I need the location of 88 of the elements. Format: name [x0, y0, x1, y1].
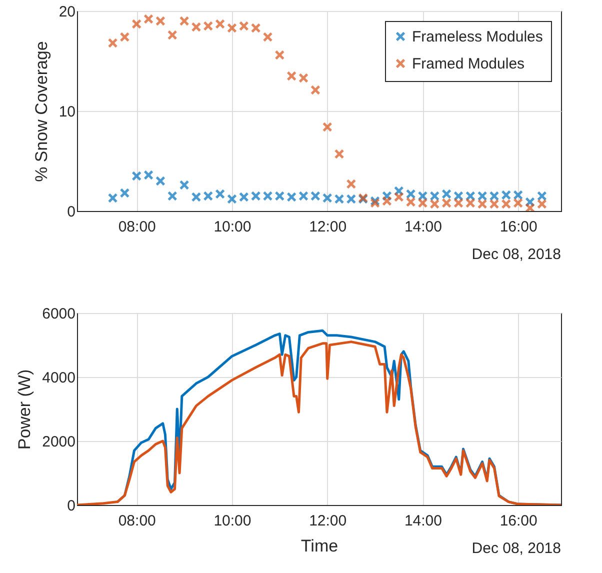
y-tick-label: 4000 [42, 370, 76, 386]
text: Dec 08, 2018 [472, 246, 561, 263]
point [442, 198, 452, 208]
x-tick-label: 10:00 [214, 512, 252, 530]
point [298, 191, 308, 201]
y-tick-label: 2000 [42, 434, 76, 450]
point [394, 192, 404, 202]
x-tick-label: 16:00 [500, 512, 538, 530]
point [346, 179, 356, 189]
point [132, 19, 142, 29]
point [144, 170, 154, 180]
point [513, 198, 524, 208]
x-axis-title: Time [300, 536, 338, 556]
y-tick-label: 0 [67, 498, 76, 514]
x-tick-label: 08:00 [118, 512, 156, 530]
point [108, 38, 118, 48]
point [215, 189, 226, 199]
point [382, 196, 392, 206]
point [536, 191, 547, 201]
legend-label: Frameless Modules [412, 28, 543, 46]
point [132, 171, 142, 181]
y-tick-label: 6000 [42, 306, 76, 322]
x-tick-label: 12:00 [309, 512, 347, 530]
point [238, 21, 249, 31]
point [191, 22, 202, 32]
point [167, 191, 178, 201]
point [298, 73, 308, 83]
point [155, 16, 166, 26]
point [334, 149, 344, 159]
y-tick-label: 0 [67, 204, 76, 220]
x-tick-label: 16:00 [500, 218, 538, 236]
point [120, 188, 130, 198]
x-tick-label: 08:00 [118, 218, 156, 236]
point [108, 193, 118, 203]
point [286, 71, 297, 81]
point [501, 199, 512, 209]
point [203, 191, 214, 201]
point [191, 192, 202, 202]
point [310, 191, 320, 201]
point [227, 194, 237, 204]
point [406, 197, 416, 207]
point [250, 23, 261, 33]
point [346, 194, 356, 204]
point [274, 50, 285, 60]
x-tick-label: 14:00 [404, 512, 442, 530]
point [525, 203, 535, 211]
x-tick-label: 10:00 [214, 218, 252, 236]
point [322, 193, 332, 203]
point [262, 32, 273, 42]
point [442, 189, 452, 199]
text: Dec 08, 2018 [472, 540, 561, 557]
point [430, 191, 440, 201]
point [465, 198, 476, 208]
x-tick-label: 14:00 [404, 218, 442, 236]
point [430, 199, 440, 209]
point [513, 190, 524, 200]
point [238, 192, 249, 202]
point [179, 16, 190, 26]
point [489, 199, 500, 209]
point [227, 23, 237, 33]
point [262, 191, 273, 201]
point [322, 122, 332, 132]
point [155, 176, 166, 186]
point [167, 30, 178, 40]
point [489, 191, 500, 201]
y-tick-label: 20 [58, 4, 76, 20]
point [501, 190, 512, 200]
point [310, 85, 320, 95]
point [477, 199, 488, 209]
point [203, 21, 214, 31]
y-axis-title: Power (W) [15, 369, 34, 450]
point [120, 32, 130, 42]
point [215, 19, 226, 29]
legend-label: Framed Modules [412, 56, 525, 72]
y-axis-title: % Snow Coverage [32, 41, 51, 182]
x-tick-label: 12:00 [309, 218, 347, 236]
point [536, 199, 547, 209]
point [250, 191, 261, 201]
point [274, 191, 285, 201]
point [454, 198, 464, 208]
point [286, 192, 297, 202]
point [477, 191, 488, 201]
point [406, 189, 416, 199]
point [418, 198, 428, 208]
point [334, 194, 344, 204]
point [144, 14, 154, 24]
y-tick-label: 10 [58, 104, 76, 120]
point [179, 180, 190, 190]
